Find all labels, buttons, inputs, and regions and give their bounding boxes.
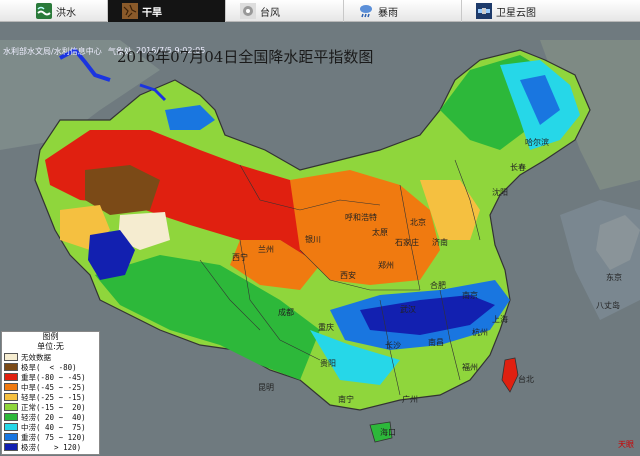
city-nanchang: 南昌 (428, 338, 444, 347)
city-xining: 西宁 (232, 253, 248, 262)
legend-swatch (4, 353, 18, 361)
map-title: 2016年07月04日全国降水距平指数图 (117, 48, 374, 66)
legend-range: -45 ~ -25) (40, 382, 86, 392)
legend-item: 极旱( < -80) (2, 362, 99, 372)
legend-label: 重旱( (21, 372, 41, 382)
city-zhengzhou: 郑州 (378, 261, 394, 270)
timestamp: 2016/7/5 9:02:05 (136, 46, 206, 55)
city-shenyang: 沈阳 (492, 188, 508, 197)
legend-title: 图例 (42, 332, 59, 341)
legend-swatch (4, 423, 18, 431)
legend-range: < -80) (40, 362, 77, 372)
city-hangzhou: 杭州 (472, 328, 488, 337)
legend-swatch (4, 433, 18, 441)
satellite-icon (476, 3, 492, 19)
legend-range: 20 ~ 40) (40, 412, 86, 422)
legend-range: > 120) (40, 442, 82, 452)
legend-item: 重涝( 75 ~ 120) (2, 432, 99, 442)
tab-drought-label: 干旱 (142, 7, 162, 19)
legend-item: 中旱(-45 ~ -25) (2, 382, 99, 392)
legend-label: 轻旱( (21, 392, 41, 402)
legend-label: 中涝( (21, 422, 41, 432)
city-haikou: 海口 (380, 428, 396, 437)
city-hefei: 合肥 (430, 281, 446, 290)
city-wuhan: 武汉 (400, 305, 416, 314)
tab-typhoon[interactable]: 台风 (226, 0, 344, 22)
city-kunming: 昆明 (258, 383, 274, 392)
legend-label: 正常( (21, 402, 41, 412)
brand-logo: 天眼 (618, 440, 634, 449)
city-changchun: 长春 (510, 163, 526, 172)
legend-label: 重涝( (21, 432, 41, 442)
agency-label: 水利部水文局/水利信息中心 (3, 47, 102, 56)
city-yinchuan: 银川 (305, 235, 321, 244)
city-changsha: 长沙 (385, 341, 401, 350)
legend-swatch (4, 373, 18, 381)
legend-item: 轻旱(-25 ~ -15) (2, 392, 99, 402)
legend-label: 中旱( (21, 382, 41, 392)
legend-swatch (4, 393, 18, 401)
city-chengdu: 成都 (278, 308, 294, 317)
tab-satellite[interactable]: 卫星云图 (462, 0, 640, 22)
legend-item: 轻涝( 20 ~ 40) (2, 412, 99, 422)
city-huhehaote: 呼和浩特 (345, 213, 377, 222)
legend-swatch (4, 383, 18, 391)
city-lanzhou: 兰州 (258, 245, 274, 254)
city-jinan: 济南 (432, 238, 448, 247)
legend-swatch (4, 413, 18, 421)
source-label: 气象处 (108, 47, 132, 56)
taiwan-island (501, 357, 519, 393)
legend-item: 重旱(-80 ~ -45) (2, 372, 99, 382)
legend-unit: 单位:无 (37, 342, 64, 351)
legend-range: 75 ~ 120) (40, 432, 86, 442)
legend-label: 轻涝( (21, 412, 41, 422)
rainstorm-icon (360, 5, 372, 18)
tab-satellite-label: 卫星云图 (496, 7, 536, 19)
city-haerbin: 哈尔滨 (525, 138, 549, 147)
tab-flood-label: 洪水 (56, 7, 76, 19)
tab-rainstorm[interactable]: 暴雨 (344, 0, 462, 22)
hainan-island (369, 421, 393, 443)
city-guangzhou: 广州 (402, 395, 418, 404)
legend-range: -25 ~ -15) (40, 392, 86, 402)
city-shijiazhuang: 石家庄 (395, 238, 419, 247)
legend-label: 无效数据 (21, 352, 51, 362)
legend-swatch (4, 363, 18, 371)
legend-label: 极旱( (21, 362, 41, 372)
city-nanning: 南宁 (338, 395, 354, 404)
city-bahachu: 八丈岛 (596, 301, 620, 310)
city-fuzhou: 福州 (462, 363, 478, 372)
tab-flood[interactable]: 洪水 (0, 0, 108, 22)
typhoon-icon (240, 3, 256, 19)
legend-item: 极涝( > 120) (2, 442, 99, 452)
city-xian: 西安 (340, 271, 356, 280)
drought-icon (122, 3, 138, 19)
legend-range: -80 ~ -45) (40, 372, 86, 382)
map-legend: 图例 单位:无 无效数据 极旱( < -80) 重旱(-80 ~ -45) 中旱… (1, 331, 100, 455)
city-shanghai: 上海 (492, 315, 508, 324)
map-canvas (0, 22, 640, 456)
legend-swatch (4, 403, 18, 411)
legend-item: 正常(-15 ~ 20) (2, 402, 99, 412)
tab-typhoon-label: 台风 (260, 7, 280, 19)
city-dongjing: 东京 (606, 273, 622, 282)
city-beijing: 北京 (410, 218, 426, 227)
legend-item: 中涝( 40 ~ 75) (2, 422, 99, 432)
city-chongqing: 重庆 (318, 323, 334, 332)
legend-range: 40 ~ 75) (40, 422, 86, 432)
legend-range: -15 ~ 20) (40, 402, 86, 412)
city-nanjing: 南京 (462, 291, 478, 300)
city-taiyuan: 太原 (372, 228, 388, 237)
city-taibei: 台北 (518, 375, 534, 384)
city-guiyang: 贵阳 (320, 359, 336, 368)
legend-label: 极涝( (21, 442, 41, 452)
precipitation-map: 水利部水文局/水利信息中心 2016/7/5 9:02:05 气象处 2016年… (0, 22, 640, 456)
flood-icon (36, 3, 52, 19)
legend-swatch (4, 443, 18, 451)
tab-rainstorm-label: 暴雨 (378, 7, 398, 19)
legend-item: 无效数据 (2, 352, 99, 362)
tab-bar: 洪水 干旱 台风 暴雨 卫星云图 (0, 0, 640, 22)
tab-drought[interactable]: 干旱 (108, 0, 226, 22)
